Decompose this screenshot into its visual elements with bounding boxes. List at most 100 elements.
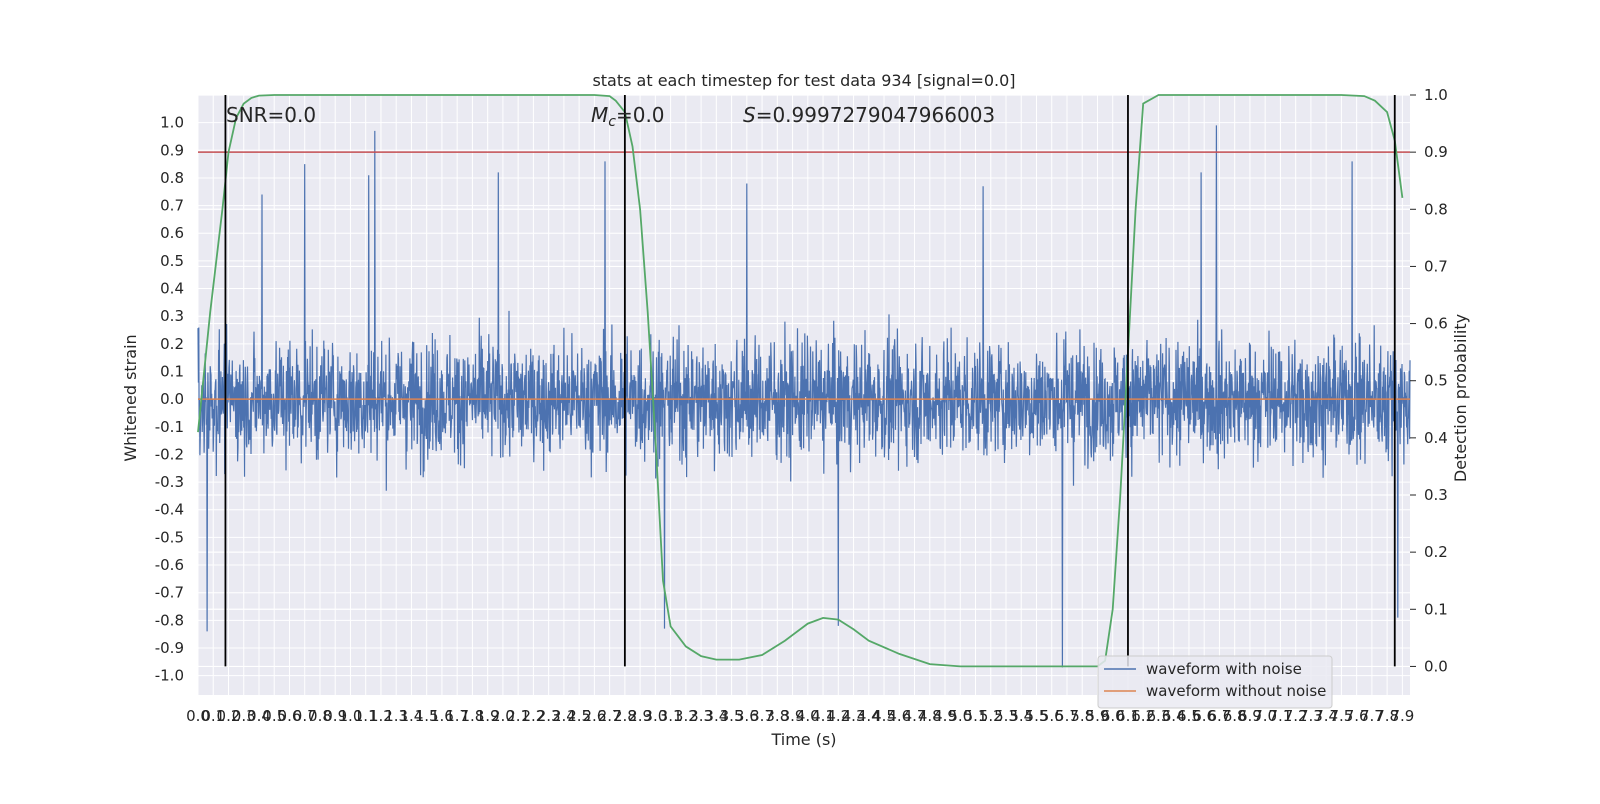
x-tick-label: 3.8 [765,707,789,725]
x-tick-label: 0.7 [293,707,317,725]
x-tick-label: 5.3 [994,707,1018,725]
x-axis-ticks: 0.00.10.20.30.40.50.60.70.80.91.01.11.21… [186,707,1414,725]
x-tick-label: 1.1 [354,707,378,725]
x-tick-label: 4.2 [826,707,850,725]
y-tick-label: -1.0 [155,667,184,685]
x-tick-label: 5.5 [1025,707,1049,725]
x-tick-label: 4.5 [872,707,896,725]
x-tick-label: 0.1 [201,707,225,725]
x-tick-label: 6.9 [1238,707,1262,725]
x-tick-label: 3.2 [674,707,698,725]
x-tick-label: 2.5 [567,707,591,725]
x-tick-label: 5.6 [1040,707,1064,725]
x-tick-label: 7.7 [1360,707,1384,725]
legend-label-clean: waveform without noise [1146,682,1326,700]
x-tick-label: 7.8 [1375,707,1399,725]
y2-axis-label: Detection probability [1451,314,1470,482]
x-tick-label: 2.3 [537,707,561,725]
x-tick-label: 1.4 [400,707,424,725]
y2-tick-label: 0.1 [1424,600,1448,618]
x-tick-label: 2.8 [613,707,637,725]
x-tick-label: 7.5 [1329,707,1353,725]
x-tick-label: 1.6 [430,707,454,725]
x-tick-label: 0.9 [323,707,347,725]
x-tick-label: 2.1 [506,707,530,725]
y2-tick-label: 0.8 [1424,200,1448,218]
x-tick-label: 6.2 [1131,707,1155,725]
s-symbol: S [743,103,756,127]
x-tick-label: 5.9 [1086,707,1110,725]
x-tick-label: 7.9 [1390,707,1414,725]
x-tick-label: 1.3 [384,707,408,725]
y-tick-label: -0.7 [155,584,184,602]
y-tick-label: -0.9 [155,639,184,657]
x-tick-label: 1.5 [415,707,439,725]
x-tick-label: 1.9 [476,707,500,725]
x-tick-label: 2.0 [491,707,515,725]
y2-axis-ticks: 1.0 0.9 0.8 0.7 0.6 0.5 0.4 0.3 0.2 0.1 0.0 [1410,86,1448,675]
x-tick-label: 4.3 [842,707,866,725]
x-tick-label: 0.2 [217,707,241,725]
mc-annotation: Mc=0.0 [591,103,665,130]
y2-tick-label: 0.0 [1424,657,1448,675]
x-tick-label: 5.4 [1009,707,1033,725]
x-tick-label: 4.4 [857,707,881,725]
x-tick-label: 2.9 [628,707,652,725]
chart-title: stats at each timestep for test data 934… [592,71,1015,90]
x-tick-label: 5.0 [948,707,972,725]
x-tick-label: 0.5 [262,707,286,725]
y2-tick-label: 0.7 [1424,257,1448,275]
x-tick-label: 2.6 [582,707,606,725]
x-tick-label: 6.7 [1208,707,1232,725]
x-tick-label: 2.4 [552,707,576,725]
y-tick-label: -0.3 [155,473,184,491]
x-tick-label: 4.6 [887,707,911,725]
x-tick-label: 7.1 [1268,707,1292,725]
y2-tick-label: 0.4 [1424,429,1448,447]
x-tick-label: 0.3 [232,707,256,725]
y2-tick-label: 1.0 [1424,86,1448,104]
x-tick-label: 5.2 [979,707,1003,725]
y-tick-label: -0.2 [155,445,184,463]
x-tick-label: 4.1 [811,707,835,725]
x-tick-label: 3.7 [750,707,774,725]
x-tick-label: 0.0 [186,707,210,725]
x-tick-label: 7.0 [1253,707,1277,725]
x-tick-label: 5.7 [1055,707,1079,725]
mc-value: =0.0 [616,103,665,127]
y2-tick-label: 0.6 [1424,315,1448,333]
y2-tick-label: 0.5 [1424,372,1448,390]
x-tick-label: 4.8 [918,707,942,725]
waveform-with-noise-series [197,125,1411,668]
y-tick-label: 0.5 [160,252,184,270]
legend: waveform with noise waveform without noi… [1097,655,1333,709]
y-tick-label: -0.8 [155,611,184,629]
y-tick-label: -0.4 [155,501,184,519]
x-tick-label: 1.0 [339,707,363,725]
x-tick-label: 7.4 [1314,707,1338,725]
x-tick-label: 5.8 [1070,707,1094,725]
x-tick-label: 5.1 [964,707,988,725]
x-tick-label: 7.2 [1284,707,1308,725]
y-tick-label: 0.4 [160,280,184,298]
vertical-markers [224,95,1396,667]
y2-tick-label: 0.3 [1424,486,1448,504]
x-tick-label: 6.6 [1192,707,1216,725]
x-tick-label: 1.8 [460,707,484,725]
x-tick-label: 6.8 [1223,707,1247,725]
x-tick-label: 4.7 [903,707,927,725]
y-tick-label: 0.1 [160,362,184,380]
legend-label-noise: waveform with noise [1146,660,1302,678]
y-tick-label: 0.2 [160,335,184,353]
y-tick-label: -0.1 [155,418,184,436]
x-tick-label: 6.4 [1162,707,1186,725]
x-tick-label: 3.9 [781,707,805,725]
x-tick-label: 4.0 [796,707,820,725]
x-tick-label: 1.7 [445,707,469,725]
detection-probability-series [197,94,1404,668]
x-tick-label: 3.1 [659,707,683,725]
x-tick-label: 7.3 [1299,707,1323,725]
x-tick-label: 3.4 [704,707,728,725]
x-tick-label: 0.8 [308,707,332,725]
mc-subscript: c [608,114,616,130]
